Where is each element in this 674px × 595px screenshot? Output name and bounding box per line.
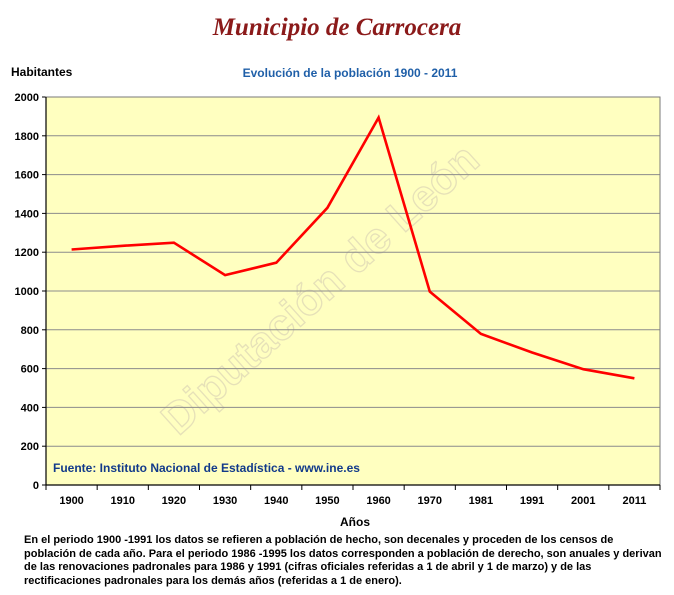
y-tick-label: 1400 <box>15 208 39 220</box>
source-label: Fuente: Instituto Nacional de Estadístic… <box>53 461 360 475</box>
x-tick-label: 1910 <box>111 495 135 507</box>
x-axis-label: Años <box>340 515 370 529</box>
x-tick-label: 1970 <box>418 495 442 507</box>
y-tick-label: 1200 <box>15 247 39 259</box>
y-tick-label: 1600 <box>15 170 39 182</box>
y-tick-label: 1000 <box>15 286 39 298</box>
y-tick-label: 0 <box>33 480 39 492</box>
y-tick-label: 600 <box>21 364 39 376</box>
x-tick-labels: 1900 1910 1920 1930 1940 1950 1960 1970 1981 1991… <box>59 495 646 507</box>
y-tick-label: 2000 <box>15 92 39 104</box>
x-tick-label: 1940 <box>264 495 288 507</box>
x-tick-label: 1981 <box>469 495 493 507</box>
footnote: En el periodo 1900 -1991 los datos se re… <box>24 534 662 587</box>
y-tick-label: 200 <box>21 441 39 453</box>
x-tick-label: 1920 <box>162 495 186 507</box>
x-tick-label: 1991 <box>520 495 544 507</box>
y-tick-label: 1800 <box>15 131 39 143</box>
chart-title: Municipio de Carrocera <box>212 14 462 41</box>
y-tick-labels: 0 200 400 600 800 1000 1200 1400 1600 1800 2000 <box>15 92 39 492</box>
x-tick-label: 1900 <box>59 495 83 507</box>
x-tick-label: 1950 <box>315 495 339 507</box>
x-tick-label: 2011 <box>622 495 646 507</box>
y-tick-label: 800 <box>21 325 39 337</box>
x-tick-label: 1960 <box>366 495 390 507</box>
axes <box>42 96 661 490</box>
y-tick-label: 400 <box>21 402 39 414</box>
x-tick-label: 2001 <box>571 495 595 507</box>
y-axis-label: Habitantes <box>11 65 73 79</box>
population-series-line <box>71 114 635 380</box>
x-tick-label: 1930 <box>213 495 237 507</box>
chart-subtitle: Evolución de la población 1900 - 2011 <box>242 66 458 80</box>
